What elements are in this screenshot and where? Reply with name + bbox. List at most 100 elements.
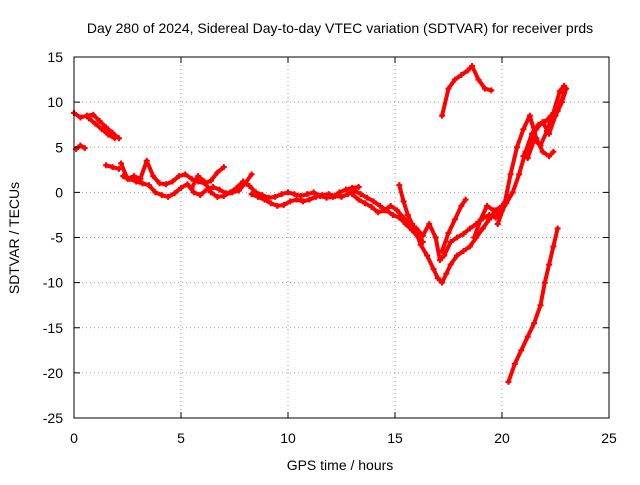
series-track-3 — [85, 115, 118, 142]
data-point — [255, 193, 262, 200]
data-point — [364, 194, 371, 201]
series-line — [249, 188, 425, 245]
data-point — [105, 131, 112, 138]
data-point — [357, 191, 364, 198]
data-point — [494, 220, 501, 227]
data-point — [539, 118, 546, 125]
data-point — [424, 252, 431, 259]
data-point — [182, 171, 189, 178]
data-point — [278, 191, 285, 198]
data-point — [233, 184, 240, 191]
data-point — [120, 173, 127, 180]
data-point — [518, 347, 525, 354]
series-track-4 — [103, 162, 122, 172]
data-point — [216, 186, 223, 193]
data-point — [436, 257, 443, 264]
series-track-14 — [494, 112, 557, 227]
data-point — [156, 180, 163, 187]
y-tick-label: 15 — [47, 49, 63, 65]
data-point — [558, 99, 565, 106]
y-tick-label: -5 — [51, 230, 64, 246]
series-line — [495, 113, 556, 226]
data-point — [98, 126, 105, 133]
data-point — [501, 202, 508, 209]
data-point — [92, 120, 99, 127]
data-point — [349, 191, 356, 198]
data-point — [109, 164, 116, 171]
data-point — [561, 82, 568, 89]
data-point — [447, 261, 454, 268]
data-point — [396, 182, 403, 189]
data-point — [458, 202, 465, 209]
data-point — [306, 196, 313, 203]
data-point — [543, 128, 550, 135]
data-point — [368, 203, 375, 210]
y-tick-label: 5 — [55, 139, 63, 155]
data-point — [556, 88, 563, 95]
series-track-11 — [439, 196, 469, 255]
data-point — [293, 196, 300, 203]
data-point — [197, 192, 204, 199]
data-point — [240, 178, 247, 185]
data-point — [169, 178, 176, 185]
data-point — [445, 85, 452, 92]
data-point — [539, 148, 546, 155]
data-point — [103, 124, 110, 131]
x-tick-label: 5 — [177, 430, 185, 446]
data-point — [484, 202, 491, 209]
data-point — [374, 209, 381, 216]
data-point — [394, 207, 401, 214]
x-tick-label: 15 — [387, 430, 403, 446]
grid-layer — [74, 57, 609, 418]
data-point — [533, 126, 540, 133]
data-point — [377, 202, 384, 209]
data-point — [267, 200, 274, 207]
data-point — [220, 192, 227, 199]
data-point — [430, 266, 437, 273]
data-point — [441, 252, 448, 259]
data-point — [520, 126, 527, 133]
data-point — [111, 135, 118, 142]
data-point — [274, 202, 281, 209]
data-point — [342, 186, 349, 193]
data-point — [297, 192, 304, 199]
data-point — [439, 279, 446, 286]
data-point — [479, 225, 486, 232]
data-point — [477, 216, 484, 223]
data-point — [546, 153, 553, 160]
y-tick-label: -20 — [43, 365, 63, 381]
data-point — [126, 175, 133, 182]
data-point — [280, 202, 287, 209]
data-point — [475, 76, 482, 83]
data-point — [486, 216, 493, 223]
data-point — [432, 234, 439, 241]
data-point — [469, 63, 476, 70]
data-point — [466, 243, 473, 250]
data-point — [419, 232, 426, 239]
data-point — [338, 193, 345, 200]
data-point — [520, 153, 527, 160]
data-point — [103, 162, 110, 169]
data-point — [261, 196, 268, 203]
data-point — [207, 189, 214, 196]
data-point — [336, 189, 343, 196]
data-point — [511, 360, 518, 367]
data-point — [310, 189, 317, 196]
x-tick-label: 25 — [601, 430, 617, 446]
series-line — [521, 86, 569, 159]
data-point — [381, 207, 388, 214]
tick-layer: 0 5 10 15 20 25 -25 -20 -15 -10 -5 0 5 10 15 — [43, 49, 617, 446]
data-point — [118, 160, 125, 167]
data-point — [248, 191, 255, 198]
chart-title: Day 280 of 2024, Sidereal Day-to-day VTE… — [87, 20, 593, 36]
data-point — [351, 187, 358, 194]
data-point — [227, 189, 234, 196]
data-point — [163, 181, 170, 188]
data-point — [505, 378, 512, 385]
data-point — [409, 220, 416, 227]
series-track-9 — [349, 191, 505, 264]
data-point — [531, 320, 538, 327]
data-point — [488, 87, 495, 94]
data-point — [443, 270, 450, 277]
